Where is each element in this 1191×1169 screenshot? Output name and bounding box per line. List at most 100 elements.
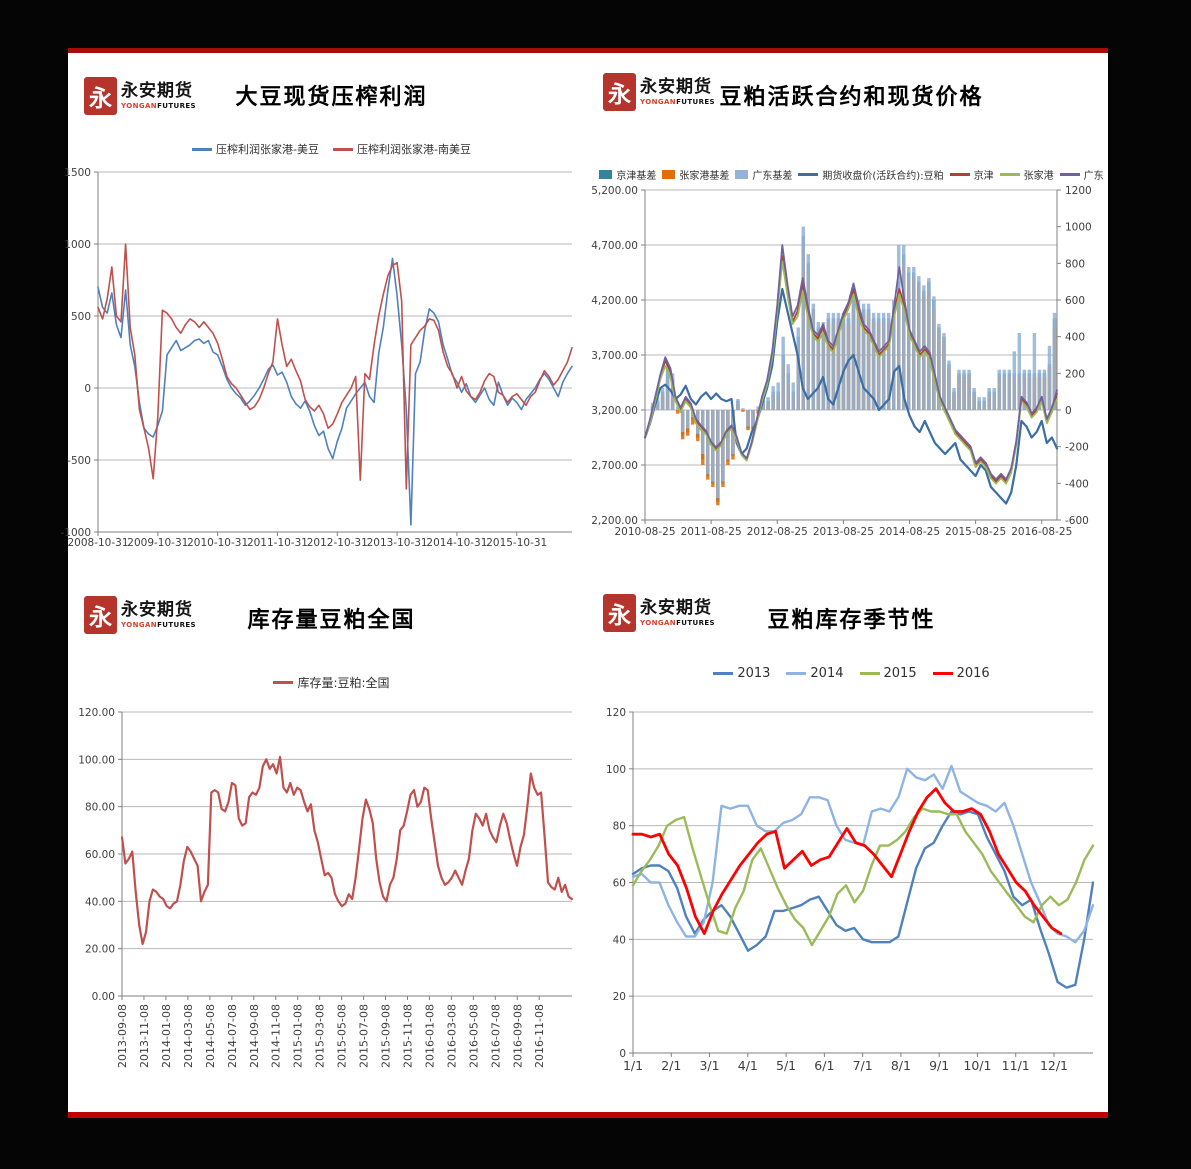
svg-text:2009-10-31: 2009-10-31 — [127, 537, 188, 549]
svg-text:11/1: 11/1 — [1002, 1058, 1030, 1073]
svg-text:1200: 1200 — [1065, 185, 1092, 197]
svg-text:2016-01-08: 2016-01-08 — [423, 1004, 436, 1068]
series-张家港 — [644, 260, 1058, 485]
legend-label: 2013 — [737, 666, 771, 681]
axes — [641, 189, 1061, 524]
svg-text:2016-05-08: 2016-05-08 — [467, 1004, 480, 1068]
logo-text: 永安期货 YONGANFUTURES — [640, 594, 716, 627]
chart-active-contract-spot: 永 永安期货 YONGANFUTURES 豆粕活跃合约和现货价格 京津基差 张家港… — [591, 53, 1108, 580]
svg-text:2014-11-08: 2014-11-08 — [270, 1004, 283, 1068]
svg-text:4/1: 4/1 — [738, 1058, 758, 1073]
legend-line-swatch — [273, 681, 294, 684]
legend-label: 广东 — [1083, 171, 1104, 182]
svg-text:60.00: 60.00 — [85, 849, 115, 861]
legend-label: 2016 — [956, 666, 990, 681]
series-2016 — [631, 787, 1063, 936]
svg-text:1500: 1500 — [64, 167, 91, 179]
svg-text:5,200.00: 5,200.00 — [591, 185, 638, 197]
svg-text:2014-09-08: 2014-09-08 — [248, 1004, 261, 1068]
legend-line-swatch — [798, 173, 819, 176]
legend-inventory: 库存量:豆粕:全国 — [68, 674, 595, 691]
svg-text:2014-08-25: 2014-08-25 — [879, 526, 940, 538]
legend-line-swatch — [932, 672, 953, 675]
logo-name-en: YONGANFUTURES — [640, 618, 716, 627]
svg-text:-200: -200 — [1065, 442, 1089, 454]
top-red-rule — [68, 48, 1108, 53]
legend-item-广东基差: 广东基差 — [735, 167, 792, 182]
svg-text:40.00: 40.00 — [85, 896, 115, 908]
logo-name-en: YONGANFUTURES — [640, 97, 716, 106]
svg-text:2014-03-08: 2014-03-08 — [182, 1004, 195, 1068]
svg-text:120.00: 120.00 — [78, 707, 115, 719]
legend-box-swatch — [599, 170, 613, 179]
svg-text:2016-08-25: 2016-08-25 — [1011, 526, 1072, 538]
svg-text:0: 0 — [619, 1048, 626, 1060]
svg-text:600: 600 — [1065, 295, 1085, 307]
legend-line-swatch — [333, 147, 353, 151]
svg-text:2015-05-08: 2015-05-08 — [336, 1004, 349, 1068]
chart-title-inventory: 库存量豆粕全国 — [247, 608, 416, 633]
svg-text:2,700.00: 2,700.00 — [591, 460, 638, 472]
svg-text:2015-03-08: 2015-03-08 — [314, 1004, 327, 1068]
axis-labels: 120 100 80 60 40 20 01/1 2/1 3/1 4/1 5/1 6/1 7/1 8/1 9… — [606, 707, 1068, 1073]
chart-title-active-contract: 豆粕活跃合约和现货价格 — [719, 85, 984, 110]
yongan-futures-logo: 永 永安期货 YONGANFUTURES — [84, 77, 196, 115]
svg-text:0: 0 — [1065, 405, 1072, 417]
svg-text:2016-09-08: 2016-09-08 — [511, 1004, 524, 1068]
axis-labels: 1500 1000 500 0 -500 -10002008-10-312009-10-3… — [60, 167, 547, 549]
series-压榨利润张家港-美豆 — [97, 257, 573, 526]
svg-text:400: 400 — [1065, 332, 1085, 344]
svg-text:-500: -500 — [67, 455, 91, 467]
svg-text:2015-09-08: 2015-09-08 — [380, 1004, 393, 1068]
yongan-futures-logo: 永 永安期货 YONGANFUTURES — [603, 73, 715, 111]
plot-crush-profit: 1500 1000 500 0 -500 -10002008-10-312009-10-3… — [60, 167, 573, 549]
svg-text:2013-10-31: 2013-10-31 — [367, 537, 428, 549]
svg-text:2012-10-31: 2012-10-31 — [307, 537, 368, 549]
series-张家港基差 — [655, 248, 1057, 506]
svg-text:4,200.00: 4,200.00 — [591, 295, 638, 307]
svg-text:40: 40 — [613, 934, 626, 946]
plot-seasonality: 120 100 80 60 40 20 01/1 2/1 3/1 4/1 5/1 6/1 7/1 8/1 9… — [606, 707, 1095, 1073]
legend-item-2013: 2013 — [713, 666, 770, 681]
svg-text:7/1: 7/1 — [853, 1058, 873, 1073]
svg-text:2011-08-25: 2011-08-25 — [681, 526, 742, 538]
svg-text:1000: 1000 — [1065, 222, 1092, 234]
legend-item-张家港: 张家港 — [999, 167, 1054, 182]
bottom-red-rule — [68, 1112, 1108, 1118]
svg-text:-1000: -1000 — [60, 527, 91, 539]
legend-label: 压榨利润张家港-美豆 — [216, 143, 319, 156]
logo-text: 永安期货 YONGANFUTURES — [121, 596, 197, 629]
svg-text:2015-07-08: 2015-07-08 — [358, 1004, 371, 1068]
svg-text:500: 500 — [71, 311, 91, 323]
series-广东 — [644, 244, 1058, 481]
logo-text: 永安期货 YONGANFUTURES — [640, 73, 716, 106]
svg-text:20.00: 20.00 — [85, 944, 115, 956]
legend-item-库存量:豆粕:全国: 库存量:豆粕:全国 — [273, 674, 390, 691]
axes — [94, 171, 572, 536]
svg-text:-600: -600 — [1065, 515, 1089, 527]
series-2015 — [631, 807, 1095, 947]
legend-label: 期货收盘价(活跃合约):豆粕 — [822, 171, 944, 182]
axes — [118, 711, 572, 1000]
gridlines — [122, 711, 572, 950]
legend-label: 压榨利润张家港-南美豆 — [357, 143, 471, 156]
legend-active-contract: 京津基差 张家港基差 广东基差 期货收盘价(活跃合约):豆粕 京津 张家港 广东 — [595, 167, 1108, 182]
svg-text:2010-08-25: 2010-08-25 — [614, 526, 675, 538]
legend-item-期货收盘价(活跃合约):豆粕: 期货收盘价(活跃合约):豆粕 — [798, 167, 944, 182]
axis-labels: 120.00100.0080.0060.0040.0020.000.002013… — [78, 707, 546, 1068]
legend-item-压榨利润张家港-美豆: 压榨利润张家港-美豆 — [192, 141, 319, 157]
svg-text:2015-10-31: 2015-10-31 — [486, 537, 547, 549]
svg-text:2015-08-25: 2015-08-25 — [945, 526, 1006, 538]
svg-text:2010-10-31: 2010-10-31 — [187, 537, 248, 549]
svg-text:2016-03-08: 2016-03-08 — [445, 1004, 458, 1068]
legend-item-2015: 2015 — [859, 666, 917, 681]
svg-text:100.00: 100.00 — [78, 754, 115, 766]
svg-text:0.00: 0.00 — [92, 991, 115, 1003]
logo-name-en: YONGANFUTURES — [121, 620, 197, 629]
plot-inventory: 120.00100.0080.0060.0040.0020.000.002013… — [78, 707, 574, 1068]
series-压榨利润张家港-南美豆 — [97, 243, 573, 490]
series-广东基差 — [650, 226, 1057, 498]
legend-label: 2014 — [810, 666, 844, 681]
chart-title-seasonality: 豆粕库存季节性 — [767, 608, 936, 633]
